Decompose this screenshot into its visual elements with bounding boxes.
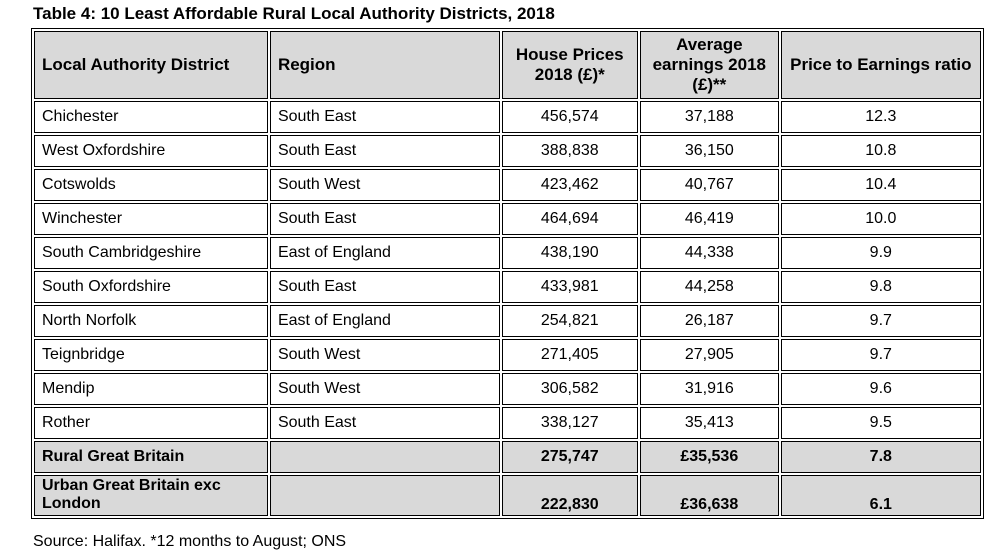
cell-house-price: 388,838 — [501, 135, 638, 167]
cell-region: South East — [269, 271, 500, 303]
cell-ratio: 6.1 — [780, 475, 981, 516]
cell-house-price: 222,830 — [501, 475, 638, 516]
cell-ratio: 9.7 — [780, 305, 981, 337]
cell-earnings: 36,150 — [639, 135, 779, 167]
cell-house-price: 306,582 — [501, 373, 638, 405]
source-note: Source: Halifax. *12 months to August; O… — [33, 533, 347, 550]
cell-earnings: 31,916 — [639, 373, 779, 405]
cell-district: Rural Great Britain — [34, 441, 268, 473]
table-row: North Norfolk East of England 254,821 26… — [34, 305, 981, 337]
cell-earnings: 46,419 — [639, 203, 779, 235]
cell-district: South Cambridgeshire — [34, 237, 268, 269]
affordability-table: Local Authority District Region House Pr… — [31, 28, 984, 519]
table-row: South Cambridgeshire East of England 438… — [34, 237, 981, 269]
table-row: South Oxfordshire South East 433,981 44,… — [34, 271, 981, 303]
cell-district: West Oxfordshire — [34, 135, 268, 167]
table-title: Table 4: 10 Least Affordable Rural Local… — [33, 4, 555, 23]
cell-district: Urban Great Britain exc London — [34, 475, 268, 516]
header-ratio: Price to Earnings ratio — [780, 31, 981, 99]
cell-ratio: 9.7 — [780, 339, 981, 371]
table-row: Teignbridge South West 271,405 27,905 9.… — [34, 339, 981, 371]
cell-district: North Norfolk — [34, 305, 268, 337]
cell-earnings: 40,767 — [639, 169, 779, 201]
cell-earnings: 27,905 — [639, 339, 779, 371]
header-region: Region — [269, 31, 500, 99]
cell-earnings: 44,338 — [639, 237, 779, 269]
cell-earnings: 37,188 — [639, 101, 779, 133]
cell-house-price: 338,127 — [501, 407, 638, 439]
affordability-table-container: Local Authority District Region House Pr… — [31, 28, 984, 519]
header-earnings: Average earnings 2018 (£)** — [639, 31, 779, 99]
cell-ratio: 10.4 — [780, 169, 981, 201]
cell-region — [269, 441, 500, 473]
header-district: Local Authority District — [34, 31, 268, 99]
cell-house-price: 271,405 — [501, 339, 638, 371]
cell-ratio: 9.8 — [780, 271, 981, 303]
cell-ratio: 10.0 — [780, 203, 981, 235]
cell-district: Mendip — [34, 373, 268, 405]
cell-district: South Oxfordshire — [34, 271, 268, 303]
cell-region: South East — [269, 101, 500, 133]
cell-house-price: 423,462 — [501, 169, 638, 201]
cell-earnings: £35,536 — [639, 441, 779, 473]
table-row: Rother South East 338,127 35,413 9.5 — [34, 407, 981, 439]
cell-region — [269, 475, 500, 516]
cell-ratio: 9.9 — [780, 237, 981, 269]
cell-house-price: 464,694 — [501, 203, 638, 235]
cell-house-price: 275,747 — [501, 441, 638, 473]
cell-region: South West — [269, 169, 500, 201]
cell-district: Rother — [34, 407, 268, 439]
cell-region: South West — [269, 373, 500, 405]
cell-ratio: 12.3 — [780, 101, 981, 133]
cell-region: South East — [269, 135, 500, 167]
total-row-rural: Rural Great Britain 275,747 £35,536 7.8 — [34, 441, 981, 473]
cell-district: Cotswolds — [34, 169, 268, 201]
cell-earnings: 35,413 — [639, 407, 779, 439]
cell-region: South East — [269, 203, 500, 235]
cell-region: East of England — [269, 305, 500, 337]
table-row: Winchester South East 464,694 46,419 10.… — [34, 203, 981, 235]
total-row-urban: Urban Great Britain exc London 222,830 £… — [34, 475, 981, 516]
cell-house-price: 254,821 — [501, 305, 638, 337]
table-row: Chichester South East 456,574 37,188 12.… — [34, 101, 981, 133]
cell-earnings: £36,638 — [639, 475, 779, 516]
table-row: West Oxfordshire South East 388,838 36,1… — [34, 135, 981, 167]
header-row: Local Authority District Region House Pr… — [34, 31, 981, 99]
cell-earnings: 26,187 — [639, 305, 779, 337]
cell-ratio: 9.6 — [780, 373, 981, 405]
cell-district: Winchester — [34, 203, 268, 235]
cell-region: East of England — [269, 237, 500, 269]
cell-region: South West — [269, 339, 500, 371]
header-house-prices: House Prices 2018 (£)* — [501, 31, 638, 99]
cell-district: Chichester — [34, 101, 268, 133]
cell-house-price: 456,574 — [501, 101, 638, 133]
cell-ratio: 9.5 — [780, 407, 981, 439]
cell-house-price: 433,981 — [501, 271, 638, 303]
table-row: Mendip South West 306,582 31,916 9.6 — [34, 373, 981, 405]
cell-ratio: 7.8 — [780, 441, 981, 473]
cell-house-price: 438,190 — [501, 237, 638, 269]
cell-region: South East — [269, 407, 500, 439]
cell-district: Teignbridge — [34, 339, 268, 371]
cell-earnings: 44,258 — [639, 271, 779, 303]
table-row: Cotswolds South West 423,462 40,767 10.4 — [34, 169, 981, 201]
cell-ratio: 10.8 — [780, 135, 981, 167]
